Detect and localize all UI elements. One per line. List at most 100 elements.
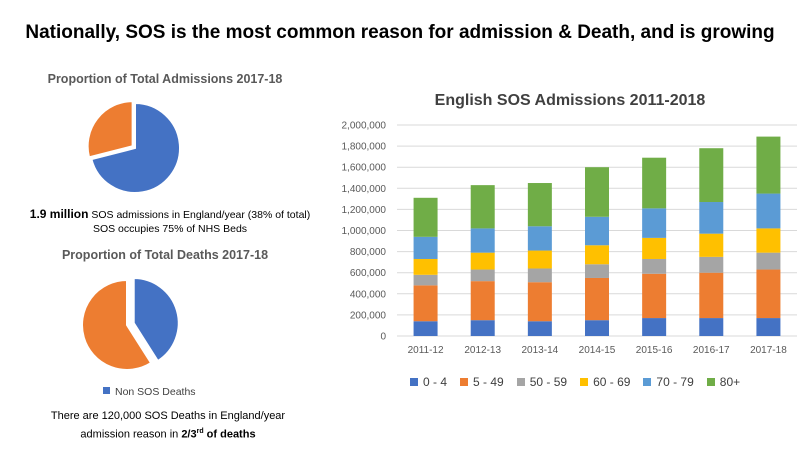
x-tick-label: 2014-15 [579,345,616,356]
admissions-pie-chart [86,100,181,194]
deaths-stat-fraction: 2/3 [181,428,197,441]
bar-segment-50-59-2013-14 [527,268,552,283]
bar-segment-50-59-2015-16 [642,258,667,274]
bar-segment-70-79-2011-12 [413,236,438,259]
x-tick-label: 2012-13 [464,345,501,356]
legend-item: 50 - 59 [516,375,568,389]
bar-segment-50-59-2011-12 [413,274,438,286]
legend-item: 60 - 69 [580,375,630,389]
bar-segment-60-69-2012-13 [470,252,495,270]
bar-segment-5-49-2014-15 [585,277,609,321]
legend-label: 60 - 69 [593,375,631,389]
legend-item: 70 - 79 [643,375,694,389]
deaths-pie-slice-sos [132,277,180,363]
legend-label: 70 - 79 [656,375,694,389]
x-tick-label: 2011-12 [408,345,444,356]
bar-segment-0-4-2014-15 [585,320,609,336]
bar-segment-5-49-2016-17 [699,272,724,319]
bar-segment-70-79-2015-16 [642,208,667,238]
y-tick-label: 1,400,000 [342,184,387,195]
legend-label: 80+ [719,375,741,389]
legend-label: 0 - 4 [423,375,448,389]
y-tick-label: 800,000 [350,247,387,258]
bar-segment-60-69-2013-14 [527,250,552,269]
legend-item: 5 - 49 [460,375,504,389]
bar-segment-60-69-2017-18 [756,228,781,253]
legend-label: 50 - 59 [529,375,568,389]
bar-segment-60-69-2015-16 [642,237,667,259]
bar-segment-70-79-2017-18 [756,193,781,229]
bar-segment-70-79-2014-15 [585,216,609,246]
deaths-stat-line1: There are 120,000 SOS Deaths in England/… [50,410,286,422]
bar-segment-80-2017-18 [756,136,781,194]
bar-segment-60-69-2016-17 [699,233,724,257]
deaths-pie-title: Proportion of Total Deaths 2017-18 [61,248,269,262]
bar-segment-5-49-2015-16 [642,273,667,319]
admissions-stat: 1.9 million SOS admissions in England/ye… [0,207,340,236]
stacked-bar-chart: 0 200,000 400,000 600,000 800,000 1,000,000 1,… [342,121,797,356]
legend-swatch [516,378,525,386]
bar-segment-70-79-2016-17 [699,202,724,234]
x-tick-label: 2017-18 [750,345,787,356]
admissions-stat-big: 1.9 million [29,207,89,221]
admissions-stat-rest: SOS admissions in England/year (38% of t… [91,209,311,221]
bar-chart-legend: 0 - 4 5 - 49 50 - 59 60 - 69 70 - 79 80+ [410,375,740,389]
bar-segment-50-59-2016-17 [699,256,724,273]
bar-segment-5-49-2017-18 [756,269,781,319]
deaths-stat-sup: rd [196,428,204,435]
x-tick-label: 2015-16 [636,345,673,356]
bar-segment-60-69-2011-12 [413,258,438,275]
admissions-pie-slice-sos [90,101,181,194]
bar-segment-0-4-2015-16 [642,318,667,336]
bar-chart-title: English SOS Admissions 2011-2018 [434,92,706,109]
bar-segment-5-49-2013-14 [527,282,552,322]
bar-segment-80-2014-15 [585,167,609,217]
bar-segment-80-2012-13 [470,185,495,229]
y-tick-label: 1,800,000 [342,142,387,153]
bar-segment-60-69-2014-15 [585,245,609,265]
legend-swatch [103,387,110,394]
legend-label: 5 - 49 [473,375,504,389]
legend-swatch [580,378,589,386]
x-tick-label: 2016-17 [693,345,730,356]
y-tick-label: 600,000 [350,268,387,279]
bar-segment-70-79-2012-13 [470,228,495,253]
page-headline: Nationally, SOS is the most common reaso… [25,22,775,43]
admissions-pie-slice-non-sos [86,100,134,159]
legend-swatch [643,378,652,386]
legend-swatch [410,378,418,386]
admissions-beds-stat: SOS occupies 75% of NHS Beds [92,223,248,235]
bar-segment-0-4-2016-17 [699,318,724,336]
bar-segment-50-59-2012-13 [470,269,495,282]
bar-segment-70-79-2013-14 [527,226,552,251]
y-tick-label: 400,000 [350,289,387,300]
bar-segment-80-2011-12 [413,197,438,237]
y-tick-label: 2,000,000 [342,121,387,132]
bar-segment-80-2015-16 [642,157,667,209]
deaths-pie-legend: Non SOS Deaths [103,386,196,398]
x-tick-label: 2013-14 [522,345,559,356]
bar-segment-0-4-2011-12 [413,321,438,336]
bar-segment-0-4-2013-14 [527,321,552,336]
y-tick-label: 1,200,000 [342,205,387,216]
deaths-stat: There are 120,000 SOS Deaths in England/… [28,408,308,443]
y-tick-label: 0 [380,332,386,343]
deaths-pie-chart [81,277,180,371]
bar-segment-80-2013-14 [527,183,552,227]
bar-segment-0-4-2017-18 [756,318,781,336]
legend-item: 0 - 4 [410,375,447,389]
legend-item: 80+ [706,375,741,389]
bar-segment-5-49-2012-13 [470,281,495,321]
bar-segment-0-4-2012-13 [470,320,495,336]
y-tick-label: 200,000 [350,310,387,321]
bar-segment-50-59-2017-18 [756,252,781,270]
bar-segment-80-2016-17 [699,148,724,203]
legend-swatch [706,378,715,386]
deaths-stat-line2-pre: admission reason in [80,428,182,441]
y-tick-label: 1,000,000 [342,226,387,237]
admissions-pie-title: Proportion of Total Admissions 2017-18 [47,72,283,86]
bar-segment-5-49-2011-12 [413,285,438,322]
legend-swatch [460,378,469,386]
deaths-legend-label: Non SOS Deaths [115,386,196,398]
deaths-stat-line2-post: of deaths [203,428,256,441]
